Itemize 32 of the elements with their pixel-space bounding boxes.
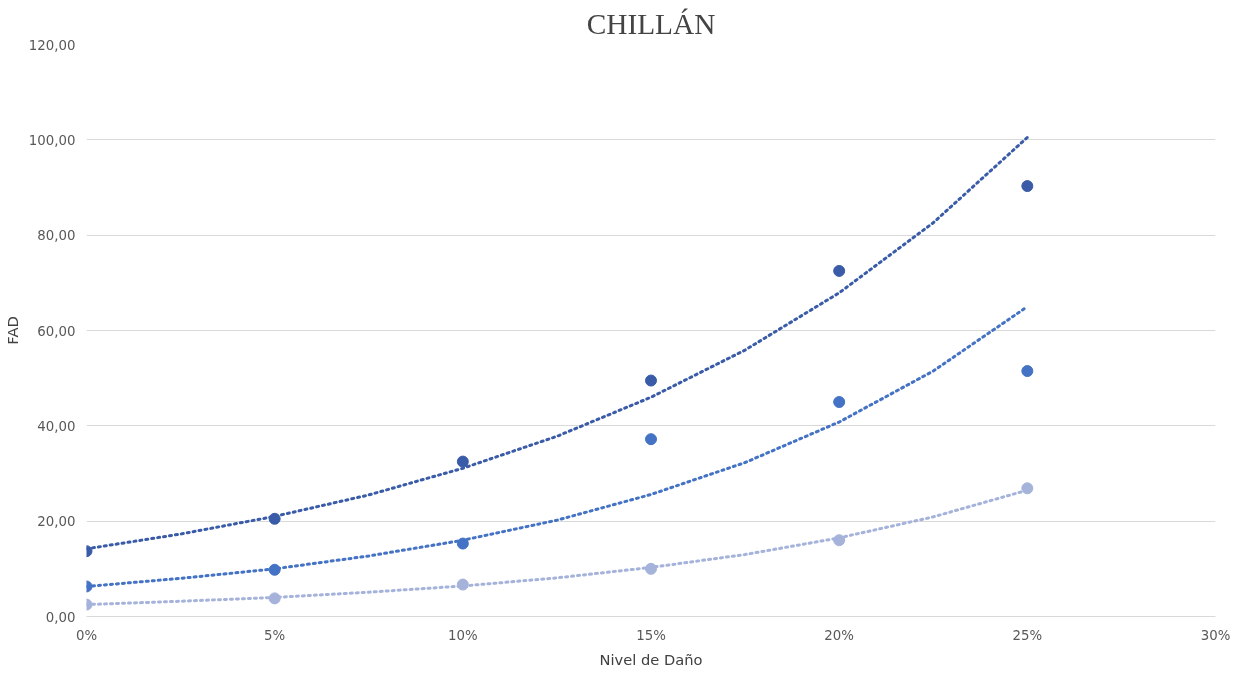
point (645, 562, 657, 575)
point (268, 512, 281, 525)
x-tick-label: 0% (75, 627, 98, 643)
point (833, 396, 846, 408)
y-tick-label: 100,00 (28, 132, 76, 148)
point (456, 537, 469, 550)
y-tick-label: 80,00 (37, 228, 76, 244)
x-tick-label: 25% (1012, 627, 1043, 643)
y-tick-label: 120,00 (28, 37, 76, 53)
point (268, 592, 281, 605)
point (645, 433, 657, 446)
x-axis-title: Nivel de Daño (599, 650, 703, 668)
x-tick-label: 5% (264, 627, 286, 643)
y-tick-label: 0,00 (45, 609, 76, 625)
point (833, 264, 846, 277)
y-tick-label: 20,00 (37, 514, 76, 530)
point (456, 455, 469, 468)
point (1021, 482, 1034, 495)
point (1021, 180, 1034, 193)
point (456, 578, 469, 591)
y-axis-title: FAD (3, 316, 21, 345)
point (1021, 365, 1034, 378)
point (268, 563, 281, 576)
x-tick-label: 15% (636, 627, 666, 643)
x-tick-label: 30% (1200, 627, 1231, 643)
point (833, 534, 846, 547)
y-tick-label: 60,00 (37, 323, 76, 339)
chart-title: CHILLÁN (586, 7, 716, 40)
x-tick-label: 10% (448, 627, 478, 643)
y-tick-label: 40,00 (37, 418, 76, 434)
x-tick-label: 20% (824, 627, 854, 643)
point (645, 374, 657, 387)
